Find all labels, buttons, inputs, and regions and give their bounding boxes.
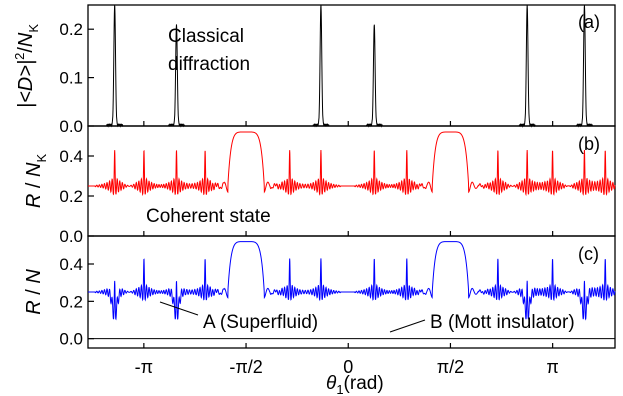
x-tick-label: π/2 — [437, 357, 464, 377]
panel-b-ytick-label: 0.4 — [59, 147, 83, 166]
panel-c-annotation-a: A (Superfluid) — [203, 312, 318, 333]
panel-a-annotation-line1: Classical — [168, 26, 244, 47]
panel-a-ytick-label: 0.2 — [59, 20, 83, 39]
x-tick-label: -π — [135, 357, 153, 377]
x-tick-label: 0 — [343, 357, 353, 377]
panel-c-series-a-line — [88, 241, 616, 321]
panel-c-yticks: 0.0 0.2 0.4 — [59, 255, 94, 349]
x-axis-label: θ1(rad) — [326, 373, 384, 396]
panel-b-ytick-label: 0.2 — [59, 187, 83, 206]
panel-b-yticks: 0.0 0.2 0.4 — [59, 147, 94, 246]
panel-c-annotation-b-pointer — [389, 319, 426, 333]
panel-a-annotation-line2: diffraction — [168, 54, 250, 75]
panel-a-ytick-label: 0.0 — [59, 117, 83, 136]
panel-b-label: (b) — [578, 134, 600, 154]
panel-c-ylabel: R / N — [23, 269, 45, 315]
panel-c: 0.0 0.2 0.4 A (Superfluid) B (Mott insulat… — [59, 235, 616, 377]
x-tick-label: -π/2 — [229, 357, 262, 377]
panel-b-series-line — [88, 131, 616, 197]
panel-c-ytick-label: 0.2 — [59, 292, 83, 311]
panel-a: 0.0 0.1 0.2 Classical diffraction (a) — [59, 4, 616, 136]
panel-c-ytick-label: 0.4 — [59, 255, 83, 274]
panel-a-yticks: 0.0 0.1 0.2 — [59, 20, 94, 136]
x-tick-label: π — [546, 357, 558, 377]
panel-a-label: (a) — [578, 12, 600, 32]
panel-c-ytick-label: 0.0 — [59, 330, 83, 349]
panel-a-ylabel: |<D>|2/NK — [12, 24, 41, 108]
panel-a-ytick-label: 0.1 — [59, 69, 83, 88]
panel-b: 0.0 0.2 0.4 Coherent state (b) — [59, 125, 616, 246]
panel-c-annotation-b: B (Mott insulator) — [430, 312, 575, 333]
panel-b-ylabel: R / NK — [23, 154, 49, 209]
panel-c-xticks: -π -π/2 0 π/2 π — [135, 357, 559, 377]
panel-c-label: (c) — [578, 244, 599, 264]
panel-b-annotation: Coherent state — [146, 206, 271, 227]
panel-b-ytick-label: 0.0 — [59, 227, 83, 246]
panel-c-annotation-a-pointer — [159, 301, 199, 316]
